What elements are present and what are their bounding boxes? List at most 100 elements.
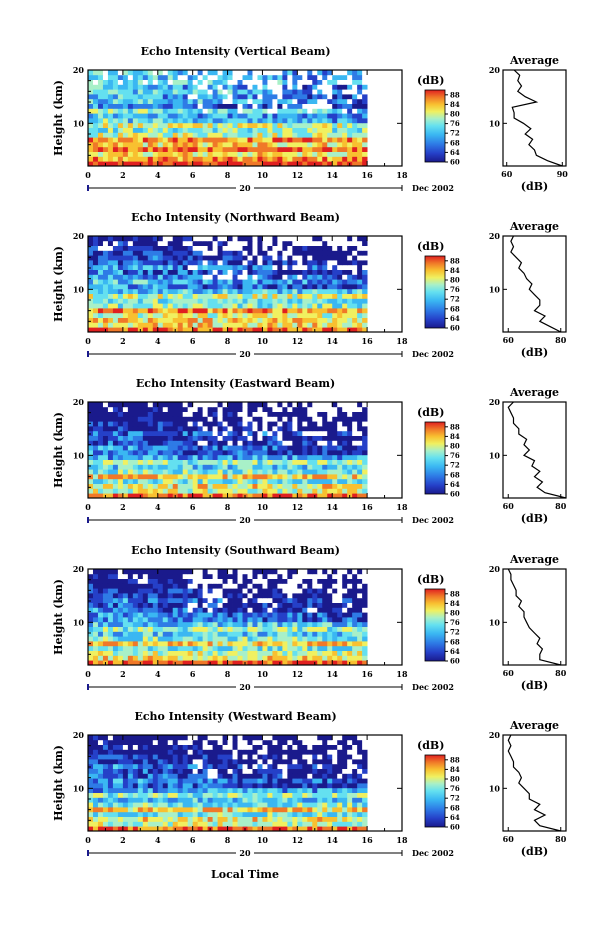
heatmap-cell	[227, 151, 233, 157]
heatmap-cell	[97, 255, 104, 261]
heatmap-cell	[357, 435, 363, 441]
heatmap-cell	[152, 816, 159, 822]
heatmap-cell	[207, 483, 214, 489]
x-tick-label: 0	[85, 336, 91, 346]
heatmap-cell	[112, 569, 119, 575]
heatmap-cell	[292, 402, 298, 408]
heatmap-cell	[97, 459, 104, 465]
heatmap-cell	[107, 631, 114, 637]
heatmap-cell	[227, 445, 233, 451]
heatmap-cell	[312, 588, 318, 594]
heatmap-cell	[227, 826, 233, 832]
heatmap-cell	[107, 137, 114, 143]
heatmap-cell	[107, 621, 114, 627]
heatmap-cell	[267, 493, 273, 499]
heatmap-cell	[117, 602, 124, 608]
heatmap-cell	[242, 406, 248, 412]
heatmap-cell	[282, 593, 288, 599]
heatmap-cell	[192, 74, 199, 80]
heatmap-cell	[262, 578, 268, 584]
heatmap-cell	[112, 79, 119, 85]
heatmap-cell	[352, 478, 358, 484]
heatmap-cell	[162, 602, 169, 608]
heatmap-cell	[157, 469, 164, 475]
heatmap-cell	[237, 298, 243, 304]
heatmap-cell	[272, 250, 278, 256]
heatmap-cell	[297, 660, 303, 666]
heatmap-cell	[97, 142, 104, 148]
heatmap-cell	[277, 435, 283, 441]
heatmap-cell	[292, 474, 298, 480]
heatmap-cell	[262, 588, 268, 594]
heatmap-cell	[127, 483, 134, 489]
heatmap-cell	[122, 269, 129, 275]
heatmap-cell	[352, 454, 358, 460]
heatmap-cell	[362, 411, 368, 417]
heatmap-cell	[252, 578, 258, 584]
heatmap-cell	[307, 650, 313, 656]
heatmap-cell	[177, 103, 184, 109]
heatmap-cell	[102, 293, 109, 299]
heatmap-cell	[172, 269, 179, 275]
heatmap-cell	[152, 578, 159, 584]
heatmap-cell	[297, 631, 303, 637]
heatmap-cell	[152, 821, 159, 827]
heatmap-cell	[352, 588, 358, 594]
heatmap-cell	[117, 655, 124, 661]
heatmap-cell	[332, 645, 338, 651]
heatmap-cell	[212, 118, 218, 124]
heatmap-cell	[177, 98, 184, 104]
heatmap-cell	[317, 478, 323, 484]
heatmap-cell	[167, 569, 174, 575]
heatmap-cell	[272, 303, 278, 309]
heatmap-cell	[102, 264, 109, 270]
heatmap-cell	[142, 421, 149, 427]
heatmap-cell	[327, 474, 333, 480]
heatmap-cell	[207, 816, 214, 822]
heatmap-cell	[97, 264, 104, 270]
heatmap-cell	[197, 621, 204, 627]
heatmap-cell	[342, 488, 348, 494]
heatmap-cell	[342, 440, 348, 446]
heatmap-cell	[97, 161, 104, 167]
heatmap-cell	[297, 317, 303, 323]
heatmap-cell	[317, 607, 323, 613]
heatmap-cell	[212, 122, 218, 128]
heatmap-cell	[222, 597, 228, 603]
heatmap-cell	[337, 612, 343, 618]
heatmap-cell	[257, 660, 263, 666]
heatmap-cell	[202, 161, 209, 167]
heatmap-cell	[92, 113, 99, 119]
heatmap-cell	[332, 161, 338, 167]
heatmap-cell	[167, 578, 174, 584]
y-tick-label: 10	[73, 450, 85, 460]
heatmap-cell	[352, 122, 358, 128]
heatmap-cell	[357, 406, 363, 412]
heatmap-cell	[192, 274, 199, 280]
heatmap-cell	[107, 288, 114, 294]
heatmap-cell	[107, 406, 114, 412]
heatmap-cell	[197, 488, 204, 494]
heatmap-cell	[222, 454, 228, 460]
heatmap-cell	[332, 655, 338, 661]
heatmap-cell	[222, 650, 228, 656]
heatmap-cell	[252, 146, 258, 152]
heatmap-cell	[337, 626, 343, 632]
heatmap-cell	[97, 478, 104, 484]
heatmap-cell	[257, 650, 263, 656]
heatmap-cell	[282, 79, 288, 85]
heatmap-cell	[217, 483, 223, 489]
heatmap-cell	[312, 288, 318, 294]
heatmap-cell	[267, 650, 273, 656]
heatmap-cell	[337, 469, 343, 475]
heatmap-cell	[122, 445, 129, 451]
heatmap-cell	[332, 821, 338, 827]
heatmap-cell	[117, 406, 124, 412]
heatmap-cell	[327, 464, 333, 470]
heatmap-cell	[307, 578, 313, 584]
heatmap-cell	[212, 255, 218, 261]
heatmap-cell	[242, 602, 248, 608]
heatmap-cell	[232, 255, 238, 261]
heatmap-cell	[237, 156, 243, 162]
heatmap-cell	[142, 411, 149, 417]
